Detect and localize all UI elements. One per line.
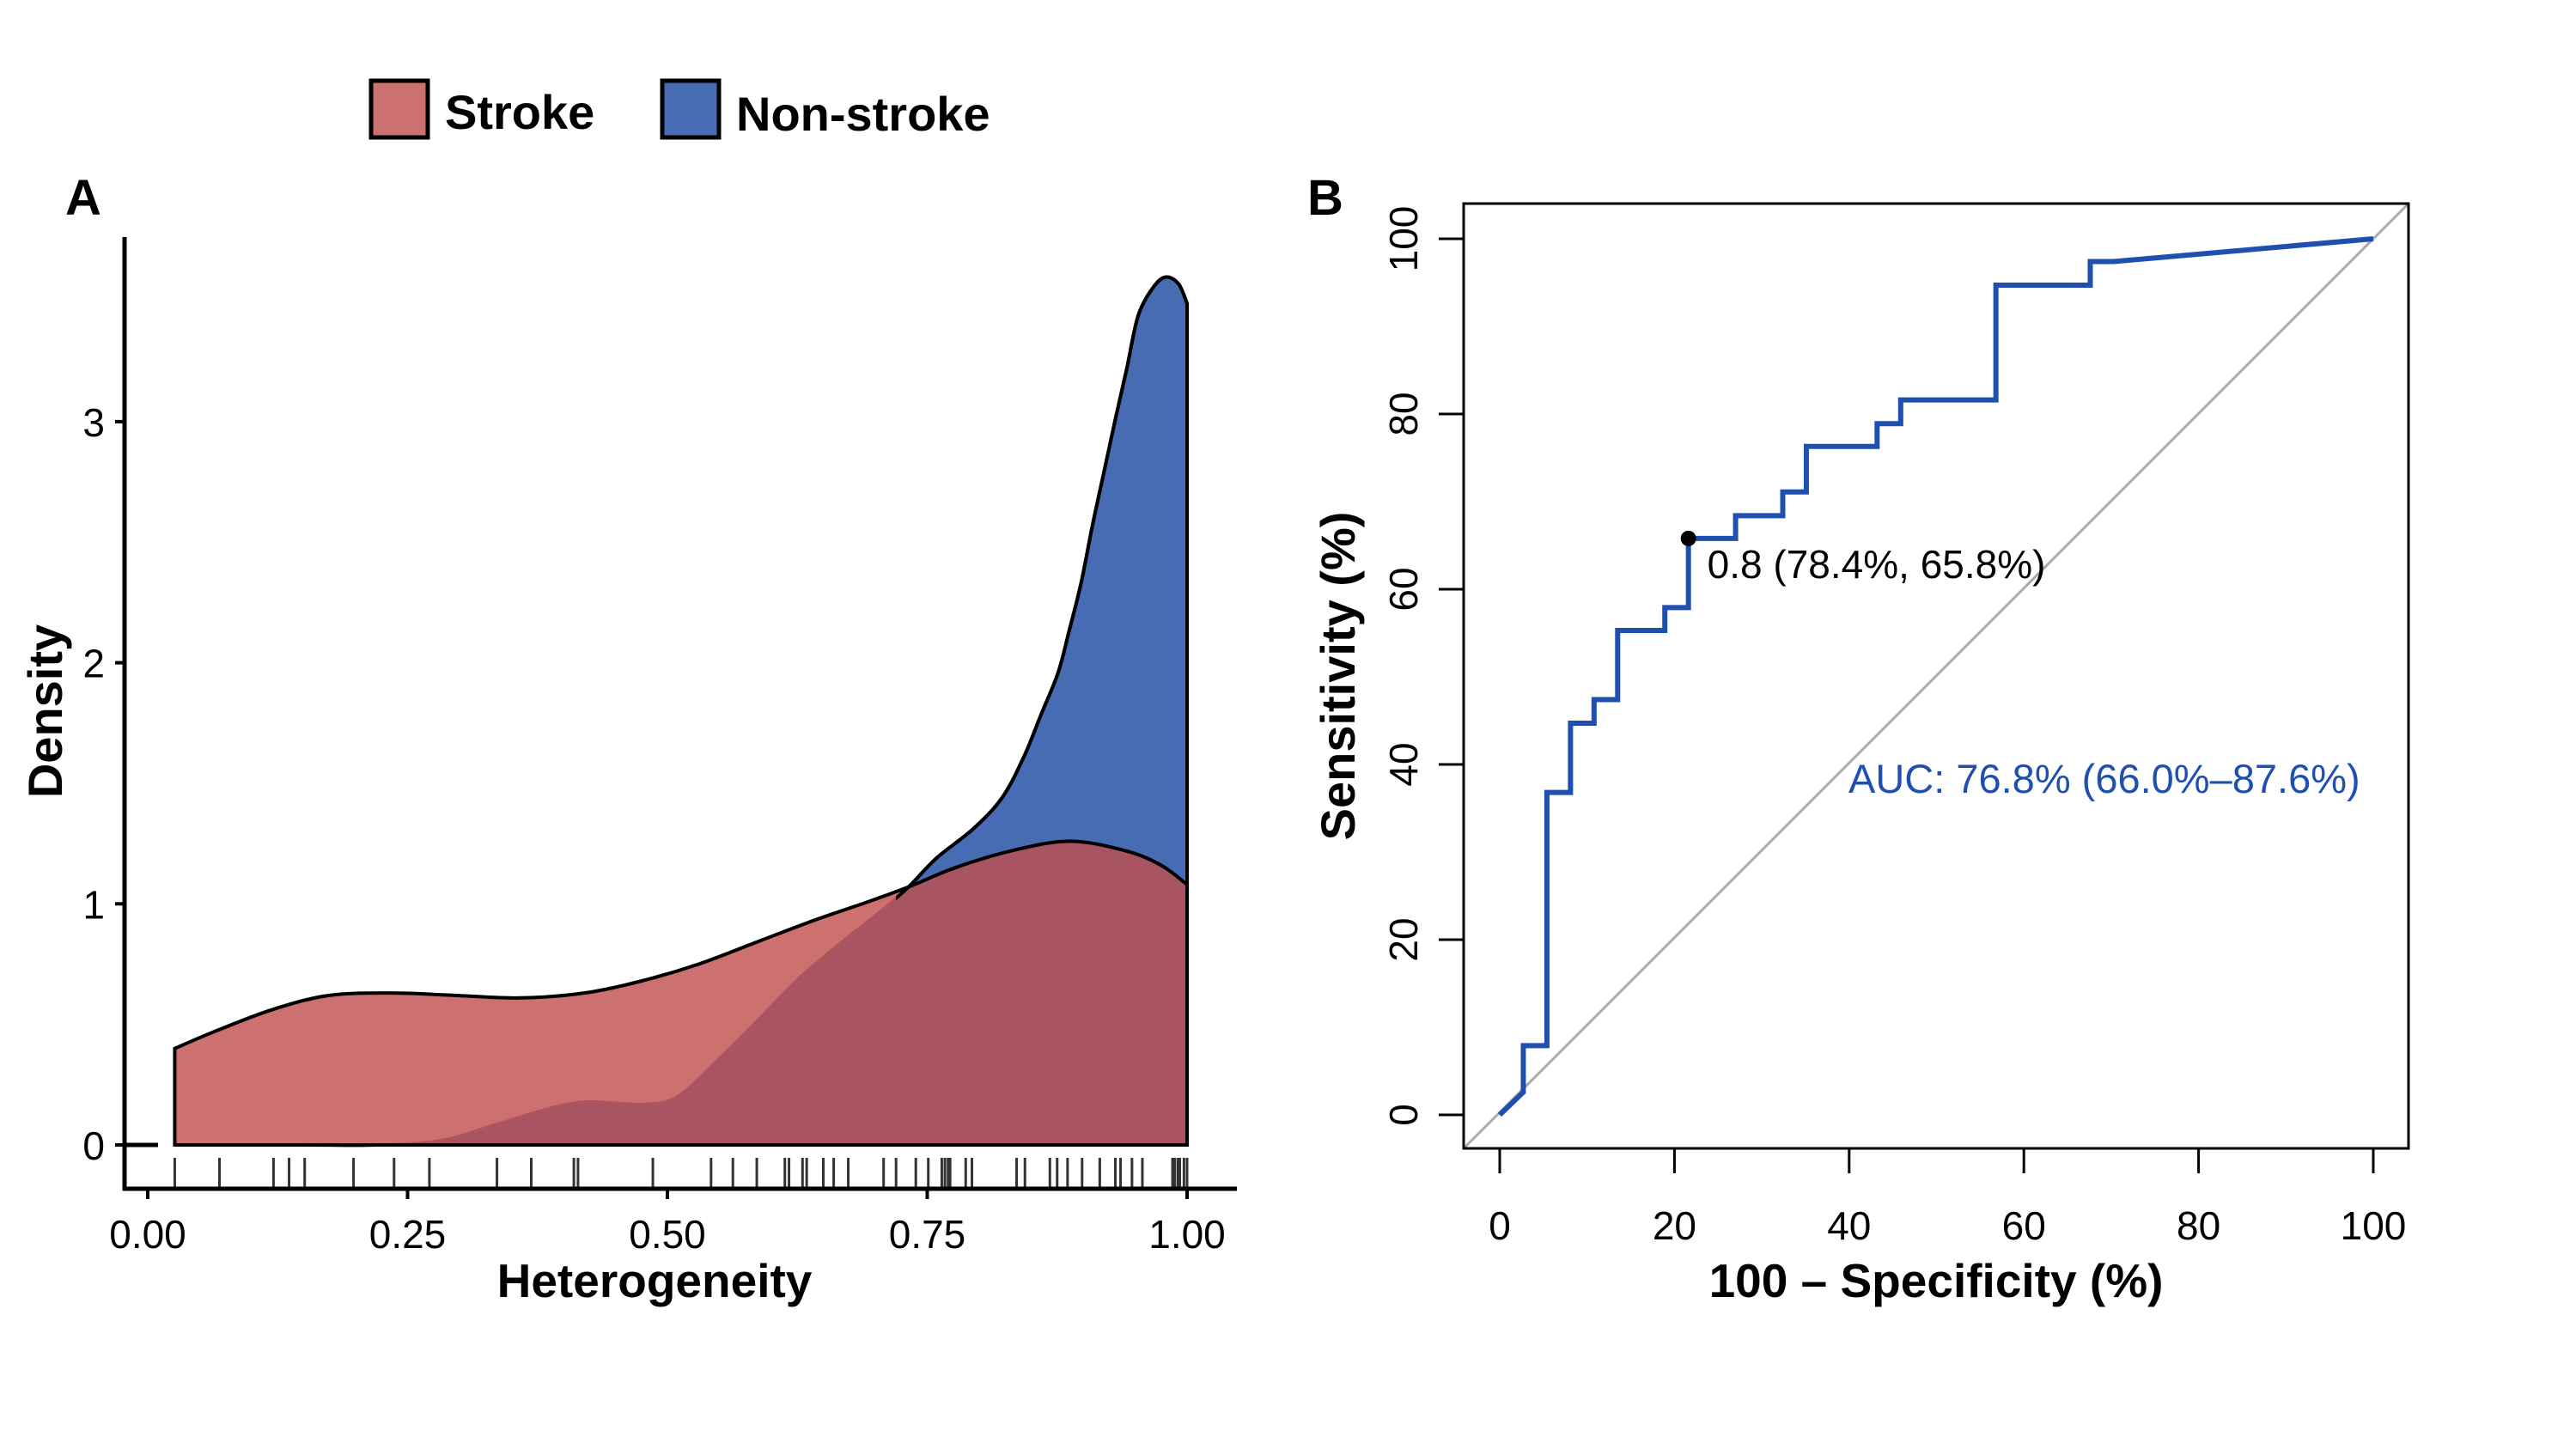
y-tick-label: 0 [1381,1104,1426,1126]
y-tick-label: 1 [82,882,105,927]
legend-label-stroke: Stroke [445,85,594,139]
panel-a-x-label: Heterogeneity [497,1254,813,1307]
panel-b-y-ticks: 0 20 40 60 80 100 [1381,206,1464,1126]
panel-b-roc-curve [1497,236,2374,1117]
panel-b-threshold-label: 0.8 (78.4%, 65.8%) [1708,542,2046,587]
x-tick-label: 60 [2002,1203,2046,1248]
panel-a-y-label: Density [18,624,72,798]
panel-b-y-label: Sensitivity (%) [1311,512,1365,841]
panel-a-areas [173,275,1189,1148]
x-tick-label: 20 [1653,1203,1696,1248]
x-tick-label: 0.25 [369,1212,447,1257]
panel-b-plot-box [1462,202,2410,1150]
y-tick-label: 100 [1381,206,1426,272]
x-tick-label: 80 [2177,1203,2220,1248]
y-tick-label: 2 [82,642,105,686]
x-tick-label: 40 [1827,1203,1871,1248]
y-tick-label: 0 [82,1123,105,1168]
legend-swatch-nonstroke [660,78,722,140]
legend-label-nonstroke: Non-stroke [736,87,990,141]
panel-a-y-ticks: 0 1 2 3 [82,400,125,1168]
y-tick-label: 3 [82,400,105,445]
y-tick-label: 20 [1381,917,1426,961]
panel-a-x-ticks: 0.00 0.25 0.50 0.75 1.00 [109,1189,1226,1257]
x-tick-label: 0.00 [109,1212,186,1257]
y-tick-label: 40 [1381,742,1426,786]
x-tick-label: 1.00 [1148,1212,1226,1257]
panel-b-x-label: 100 – Specificity (%) [1709,1254,2164,1307]
x-tick-label: 100 [2341,1203,2407,1248]
outline-stroke [173,839,1189,1147]
panel-b-label: B [1307,170,1343,226]
panel-b-reference-line [1462,202,2410,1150]
y-tick-label: 60 [1381,567,1426,611]
x-tick-label: 0 [1489,1203,1511,1248]
outline-non-stroke [896,275,1189,1145]
panel-b-x-ticks: 0 20 40 60 80 100 [1489,1148,2406,1248]
panel-a-rug [173,1158,1189,1189]
x-tick-label: 0.75 [889,1212,966,1257]
panel-b-auc-annotation: AUC: 76.8% (66.0%–87.6%) [1848,756,2360,801]
legend: Stroke Non-stroke [368,78,990,141]
panel-a: A 0 1 2 3 0.00 0.25 0.50 0.75 1.00 Heterogeneit… [18,170,1237,1307]
x-tick-label: 0.50 [629,1212,706,1257]
y-tick-label: 80 [1381,392,1426,435]
panel-b-threshold-point [1680,530,1696,546]
panel-b: B 0.8 (78.4%, 65.8%) AUC: 76.8% (66.0%–8… [1307,170,2410,1307]
legend-swatch-stroke [368,78,430,140]
panel-a-label: A [65,170,101,226]
